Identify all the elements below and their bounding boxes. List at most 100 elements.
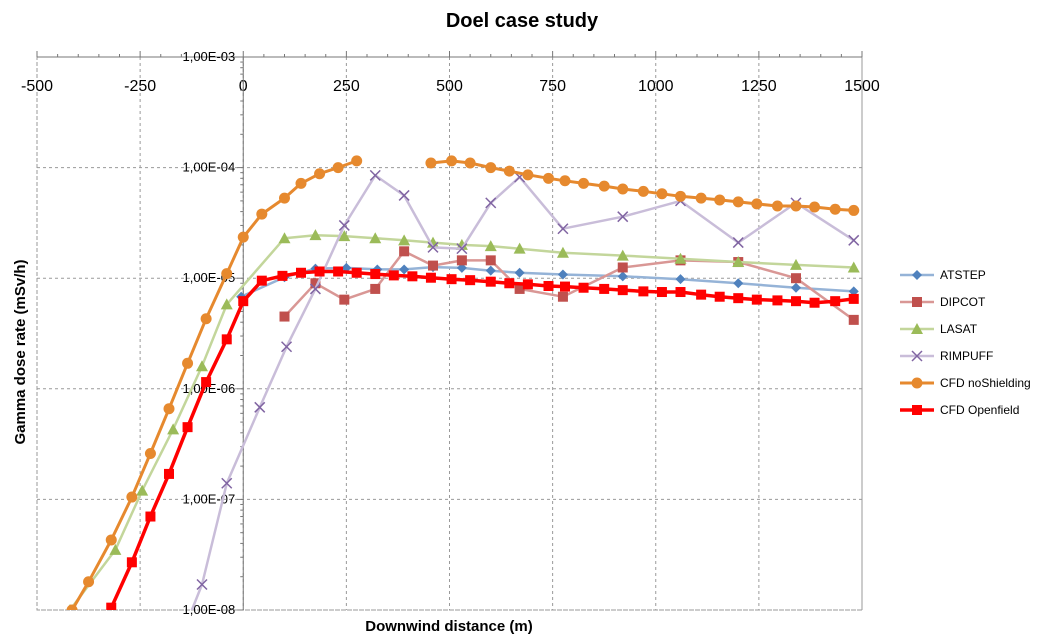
data-point-rimpuff [617, 211, 629, 223]
legend-label: LASAT [940, 322, 978, 336]
data-point-cfd-openfield [638, 286, 649, 297]
data-point-cfd-openfield [106, 602, 117, 610]
legend-item-dipcot: DIPCOT [900, 295, 986, 309]
plot-border [36, 56, 863, 611]
series-cfd-noshielding [66, 155, 860, 610]
data-point-lasat [278, 232, 291, 244]
legend: ATSTEP DIPCOT LASAT RIMPUFF CFD noShielding C… [900, 268, 1031, 417]
data-point-lasat [309, 229, 322, 241]
data-point-dipcot [279, 311, 290, 322]
legend-swatch-marker [911, 350, 923, 362]
data-point-cfd-openfield [182, 422, 193, 433]
legend-label: CFD Openfield [940, 403, 1019, 417]
data-point-atstep [399, 264, 410, 275]
x-tick-label: 1000 [638, 78, 674, 95]
data-point-cfd-openfield [675, 287, 686, 298]
data-point-dipcot [370, 283, 381, 294]
data-point-cfd-noshielding [675, 190, 686, 202]
data-point-cfd-openfield [425, 272, 436, 283]
data-point-cfd-openfield [145, 511, 156, 522]
data-point-cfd-openfield [599, 283, 610, 294]
data-point-dipcot [339, 294, 350, 305]
data-point-lasat [616, 249, 629, 261]
legend-item-atstep: ATSTEP [900, 268, 986, 282]
data-point-atstep [675, 274, 686, 285]
data-point-cfd-openfield [221, 334, 232, 345]
data-point-cfd-noshielding [695, 192, 707, 204]
data-point-cfd-openfield [296, 267, 306, 278]
data-point-cfd-noshielding [163, 403, 175, 415]
legend-item-cfd-noshielding: CFD noShielding [900, 376, 1031, 390]
data-point-dipcot [848, 314, 859, 325]
data-point-rimpuff [557, 223, 569, 235]
data-point-lasat [790, 258, 802, 270]
data-point-cfd-noshielding [656, 188, 668, 200]
data-point-cfd-noshielding [617, 183, 629, 195]
legend-swatch-marker [911, 377, 923, 389]
data-point-cfd-noshielding [637, 185, 649, 197]
data-point-cfd-openfield [446, 274, 457, 285]
data-point-cfd-noshielding [578, 177, 590, 189]
data-point-cfd-openfield [772, 295, 783, 306]
data-point-lasat [484, 240, 497, 252]
data-point-cfd-openfield [656, 287, 667, 298]
x-tick-label: -500 [21, 78, 53, 95]
data-point-rimpuff [485, 197, 497, 209]
data-point-rimpuff [196, 578, 208, 591]
data-point-cfd-noshielding [714, 194, 726, 206]
data-point-cfd-openfield [522, 279, 533, 290]
data-point-cfd-openfield [370, 269, 381, 280]
data-point-cfd-openfield [696, 289, 707, 300]
data-point-lasat [338, 230, 351, 242]
data-point-cfd-openfield [791, 296, 801, 307]
data-point-rimpuff [281, 341, 293, 353]
data-point-lasat [136, 484, 149, 496]
data-point-cfd-noshielding [66, 604, 78, 610]
data-point-cfd-openfield [126, 557, 137, 568]
data-point-lasat [109, 543, 122, 555]
data-point-lasat [369, 232, 382, 244]
legend-label: RIMPUFF [940, 349, 993, 363]
data-point-cfd-openfield [617, 285, 628, 296]
data-point-cfd-openfield [351, 267, 362, 278]
data-point-rimpuff [848, 234, 860, 246]
data-point-dipcot [399, 246, 410, 257]
data-point-cfd-noshielding [848, 204, 860, 216]
axes: -500 -250 0 250 500 750 1000 1250 15001,00E-081,… [21, 49, 880, 617]
x-axis-title: Downwind distance (m) [365, 618, 533, 635]
data-point-cfd-openfield [407, 271, 418, 282]
data-point-cfd-openfield [504, 278, 515, 289]
data-point-rimpuff [338, 219, 350, 231]
data-point-cfd-noshielding [237, 231, 249, 243]
data-point-dipcot [514, 283, 525, 294]
data-point-cfd-openfield [714, 291, 725, 302]
data-point-cfd-openfield [256, 275, 267, 286]
y-tick-label: 1,00E-06 [182, 381, 235, 396]
series-lasat [66, 229, 860, 610]
data-point-cfd-noshielding [809, 201, 821, 213]
y-axis-title: Gamma dose rate (mSv/h) [12, 259, 29, 444]
data-point-rimpuff [427, 241, 439, 253]
data-point-atstep [617, 271, 628, 282]
x-tick-label: 750 [539, 78, 566, 95]
data-point-cfd-openfield [314, 266, 325, 277]
data-point-cfd-openfield [238, 296, 249, 307]
x-tick-label: 250 [333, 78, 360, 95]
data-point-cfd-noshielding [200, 313, 212, 325]
data-point-cfd-openfield [388, 270, 399, 281]
data-point-cfd-noshielding [446, 155, 458, 167]
data-point-rimpuff [369, 169, 381, 181]
data-point-rimpuff [398, 189, 410, 201]
legend-item-rimpuff: RIMPUFF [900, 349, 993, 363]
data-point-cfd-openfield [485, 276, 496, 287]
data-point-cfd-noshielding [314, 168, 326, 180]
data-point-rimpuff [254, 401, 266, 413]
y-tick-label: 1,00E-07 [182, 491, 235, 506]
data-point-cfd-openfield [560, 281, 570, 292]
data-point-cfd-noshielding [126, 491, 138, 503]
data-point-rimpuff [221, 477, 233, 489]
data-point-atstep [848, 286, 859, 297]
data-point-dipcot [310, 278, 321, 289]
data-point-cfd-noshielding [503, 165, 515, 177]
